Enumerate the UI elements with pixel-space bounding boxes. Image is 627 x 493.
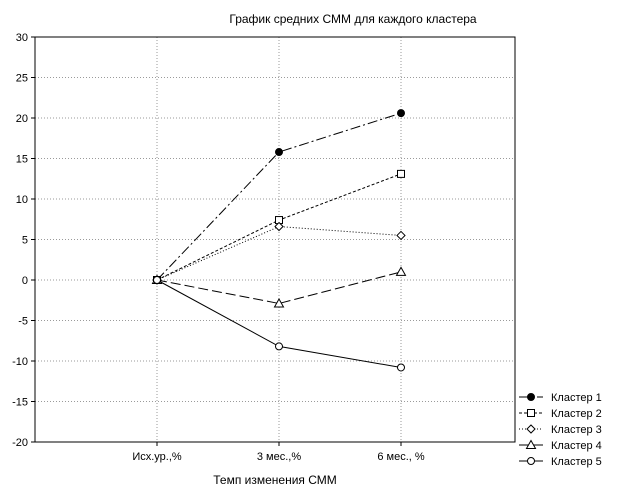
data-point [275,148,283,157]
y-tick-label: 10 [16,194,28,206]
legend-label: Кластер 1 [551,392,602,404]
y-tick-label: -20 [12,437,28,449]
series-cluster-4 [151,266,407,308]
y-tick-label: 15 [16,154,28,166]
legend-marker [525,439,537,449]
legend-item: Кластер 1 [519,392,602,404]
y-tick-label: 25 [16,73,28,85]
legend-marker [527,393,535,401]
legend-label: Кластер 4 [551,440,602,452]
series-cluster-5 [153,276,405,372]
legend-label: Кластер 3 [551,424,602,436]
legend: Кластер 1 Кластер 2 Кластер 3 Кластер 4 Клас… [519,392,602,468]
data-point [397,363,405,372]
data-point [275,342,283,351]
x-axis-label: Темп изменения СММ [213,473,337,487]
legend-marker [526,424,536,434]
legend-label: Кластер 5 [551,456,602,468]
data-point [397,169,405,178]
data-point [153,276,161,284]
x-tick-label: 3 мес.,% [257,451,301,463]
y-tick-label: 20 [16,113,28,125]
data-point [274,221,284,232]
y-tick-label: 5 [22,235,28,247]
series-line [156,279,402,368]
data-point [396,230,406,241]
y-tick-label: -15 [12,397,28,409]
legend-item: Кластер 4 [519,439,602,452]
data-point [395,266,407,276]
legend-marker [527,457,535,465]
chart-title: График средних СММ для каждого кластера [229,12,477,26]
legend-item: Кластер 2 [519,408,602,420]
legend-item: Кластер 5 [519,456,602,468]
y-tick-label: 0 [22,275,28,287]
data-point [273,297,285,308]
legend-marker [527,409,535,417]
legend-item: Кластер 3 [519,424,602,436]
data-point [397,109,405,118]
x-tick-label: Исх.ур.,% [132,451,182,463]
y-tick-label: 30 [16,32,28,44]
grid-lines [35,37,515,442]
x-tick-label: 6 мес., % [377,451,425,463]
y-tick-label: -10 [12,356,28,368]
y-tick-label: -5 [18,316,28,328]
legend-label: Кластер 2 [551,408,602,420]
